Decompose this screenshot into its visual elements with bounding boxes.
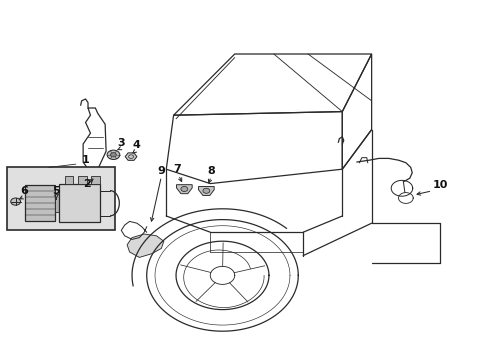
Bar <box>25 185 55 221</box>
Text: 2: 2 <box>83 179 91 189</box>
Text: 10: 10 <box>432 180 447 190</box>
Text: 6: 6 <box>20 186 28 196</box>
Bar <box>91 176 100 184</box>
Polygon shape <box>125 153 137 160</box>
Bar <box>55 194 60 212</box>
Polygon shape <box>198 186 214 195</box>
Polygon shape <box>127 234 163 257</box>
Circle shape <box>203 188 209 193</box>
Circle shape <box>110 153 116 157</box>
Text: 4: 4 <box>132 140 140 150</box>
Text: 3: 3 <box>117 138 124 148</box>
Text: 5: 5 <box>52 186 60 196</box>
Bar <box>78 176 86 184</box>
Circle shape <box>11 198 20 205</box>
Polygon shape <box>176 185 192 194</box>
Bar <box>7 167 115 230</box>
Text: 9: 9 <box>157 166 165 176</box>
Text: 1: 1 <box>81 155 89 165</box>
Circle shape <box>181 186 187 192</box>
Text: 7: 7 <box>173 164 181 174</box>
Bar <box>64 176 73 184</box>
Circle shape <box>107 150 120 159</box>
Text: 8: 8 <box>207 166 215 176</box>
Bar <box>59 184 100 222</box>
